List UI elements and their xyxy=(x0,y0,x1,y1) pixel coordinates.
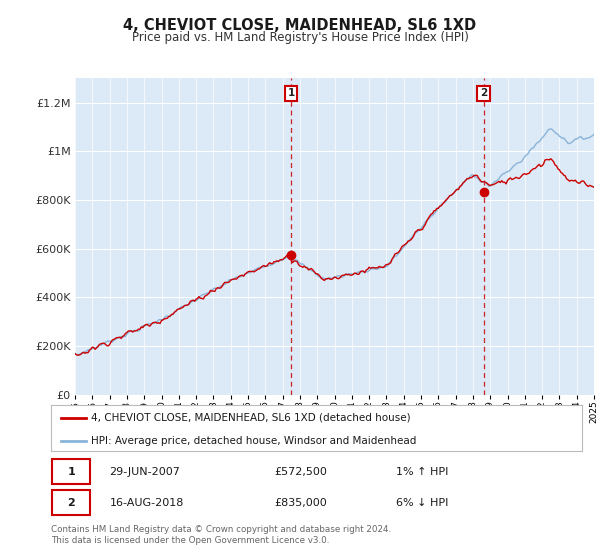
Text: £572,500: £572,500 xyxy=(274,466,327,477)
FancyBboxPatch shape xyxy=(52,459,90,484)
Text: 6% ↓ HPI: 6% ↓ HPI xyxy=(396,498,449,508)
FancyBboxPatch shape xyxy=(52,491,90,516)
Text: 2: 2 xyxy=(480,88,487,98)
Text: 1: 1 xyxy=(287,88,295,98)
Text: 4, CHEVIOT CLOSE, MAIDENHEAD, SL6 1XD: 4, CHEVIOT CLOSE, MAIDENHEAD, SL6 1XD xyxy=(124,18,476,33)
Text: £835,000: £835,000 xyxy=(274,498,327,508)
Text: 2: 2 xyxy=(67,498,75,508)
Text: Price paid vs. HM Land Registry's House Price Index (HPI): Price paid vs. HM Land Registry's House … xyxy=(131,31,469,44)
Text: Contains HM Land Registry data © Crown copyright and database right 2024.
This d: Contains HM Land Registry data © Crown c… xyxy=(51,525,391,545)
Text: 29-JUN-2007: 29-JUN-2007 xyxy=(109,466,180,477)
Text: 1% ↑ HPI: 1% ↑ HPI xyxy=(396,466,449,477)
Text: 1: 1 xyxy=(67,466,75,477)
Text: 4, CHEVIOT CLOSE, MAIDENHEAD, SL6 1XD (detached house): 4, CHEVIOT CLOSE, MAIDENHEAD, SL6 1XD (d… xyxy=(91,413,410,423)
Text: 16-AUG-2018: 16-AUG-2018 xyxy=(109,498,184,508)
Text: HPI: Average price, detached house, Windsor and Maidenhead: HPI: Average price, detached house, Wind… xyxy=(91,436,416,446)
